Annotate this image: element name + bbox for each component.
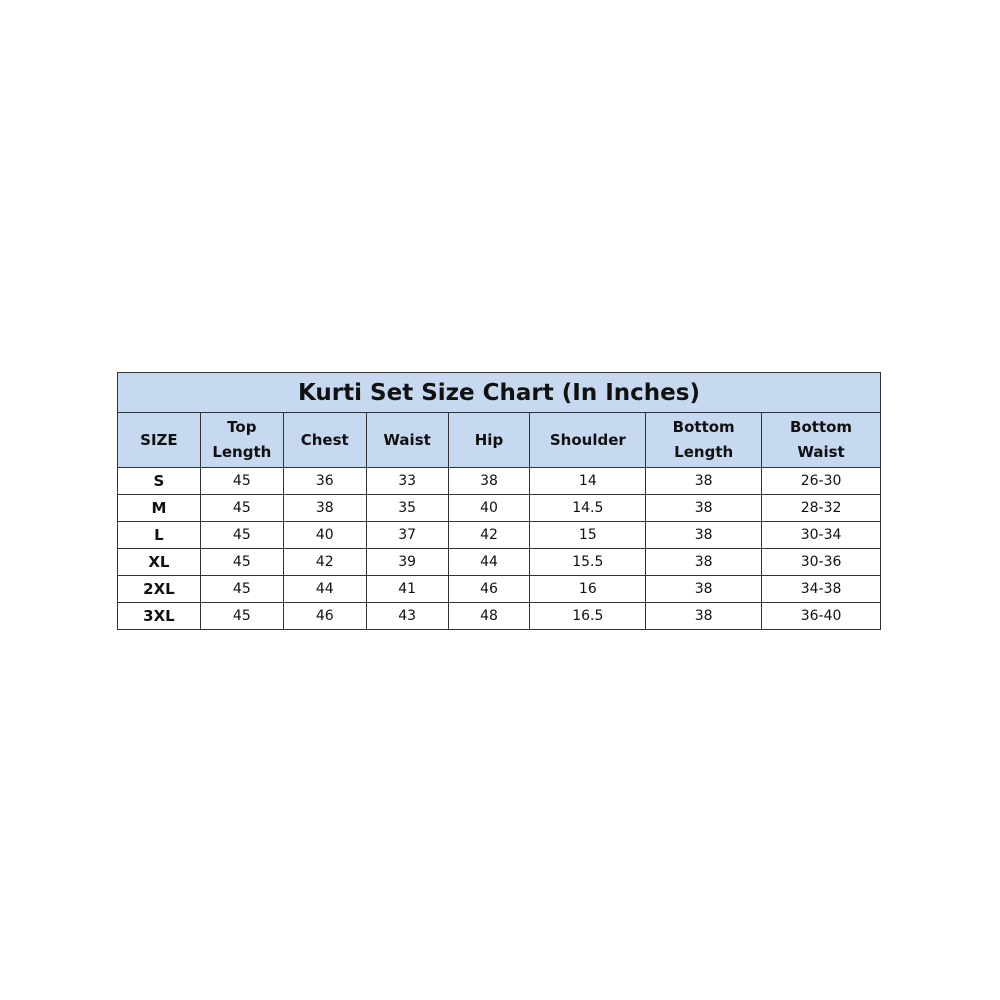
value-cell: 40: [282, 521, 367, 549]
value-cell: 30-36: [761, 548, 881, 576]
column-header: Shoulder: [529, 412, 647, 468]
value-cell: 46: [447, 575, 531, 603]
value-cell: 45: [199, 575, 284, 603]
value-cell: 42: [282, 548, 367, 576]
value-cell: 36: [282, 467, 367, 495]
value-cell: 16.5: [529, 602, 647, 630]
value-cell: 45: [199, 467, 284, 495]
column-header-text: SIZE: [140, 430, 178, 449]
size-cell: M: [117, 494, 201, 522]
column-header-text: Top: [227, 418, 257, 436]
value-cell: 38: [645, 521, 763, 549]
column-header-text: Shoulder: [549, 430, 626, 449]
value-cell: 43: [365, 602, 449, 630]
table-row: 2XL 45 44 41 46 16 38 34-38: [117, 575, 881, 603]
value-cell: 14.5: [529, 494, 647, 522]
column-header: Waist: [365, 412, 449, 468]
column-header-text: Length: [674, 443, 734, 461]
value-cell: 45: [199, 494, 284, 522]
size-cell: XL: [117, 548, 201, 576]
size-cell: 2XL: [117, 575, 201, 603]
value-cell: 15.5: [529, 548, 647, 576]
value-cell: 38: [447, 467, 531, 495]
column-header: Top Length: [199, 412, 284, 468]
table-row: XL 45 42 39 44 15.5 38 30-36: [117, 548, 881, 576]
value-cell: 16: [529, 575, 647, 603]
value-cell: 33: [365, 467, 449, 495]
value-cell: 38: [645, 602, 763, 630]
table-row: S 45 36 33 38 14 38 26-30: [117, 467, 881, 495]
header-row: SIZE Top Length Chest Waist Hip Shoulder Bottom…: [117, 412, 881, 468]
value-cell: 45: [199, 602, 284, 630]
column-header-text: Bottom: [672, 418, 735, 436]
value-cell: 44: [282, 575, 367, 603]
value-cell: 26-30: [761, 467, 881, 495]
column-header: Hip: [447, 412, 531, 468]
value-cell: 39: [365, 548, 449, 576]
table-row: 3XL 45 46 43 48 16.5 38 36-40: [117, 602, 881, 630]
value-cell: 36-40: [761, 602, 881, 630]
column-header: Bottom Waist: [761, 412, 881, 468]
value-cell: 14: [529, 467, 647, 495]
value-cell: 48: [447, 602, 531, 630]
column-header: Bottom Length: [645, 412, 763, 468]
value-cell: 46: [282, 602, 367, 630]
value-cell: 37: [365, 521, 449, 549]
value-cell: 38: [645, 494, 763, 522]
size-cell: S: [117, 467, 201, 495]
value-cell: 28-32: [761, 494, 881, 522]
size-chart-table: Kurti Set Size Chart (In Inches) SIZE Top…: [117, 372, 881, 630]
value-cell: 30-34: [761, 521, 881, 549]
column-header-text: Waist: [797, 443, 845, 461]
value-cell: 38: [645, 575, 763, 603]
column-header-text: Hip: [474, 430, 504, 449]
table-title: Kurti Set Size Chart (In Inches): [117, 372, 881, 413]
table-row: L 45 40 37 42 15 38 30-34: [117, 521, 881, 549]
value-cell: 34-38: [761, 575, 881, 603]
value-cell: 41: [365, 575, 449, 603]
value-cell: 44: [447, 548, 531, 576]
value-cell: 35: [365, 494, 449, 522]
column-header: Chest: [282, 412, 367, 468]
size-cell: L: [117, 521, 201, 549]
value-cell: 38: [645, 467, 763, 495]
column-header-text: Bottom: [790, 418, 853, 436]
value-cell: 42: [447, 521, 531, 549]
value-cell: 38: [282, 494, 367, 522]
size-cell: 3XL: [117, 602, 201, 630]
value-cell: 40: [447, 494, 531, 522]
table-row: M 45 38 35 40 14.5 38 28-32: [117, 494, 881, 522]
value-cell: 15: [529, 521, 647, 549]
column-header: SIZE: [117, 412, 201, 468]
column-header-text: Waist: [383, 430, 431, 449]
column-header-text: Chest: [300, 430, 349, 449]
value-cell: 45: [199, 548, 284, 576]
value-cell: 45: [199, 521, 284, 549]
value-cell: 38: [645, 548, 763, 576]
column-header-text: Length: [212, 443, 272, 461]
